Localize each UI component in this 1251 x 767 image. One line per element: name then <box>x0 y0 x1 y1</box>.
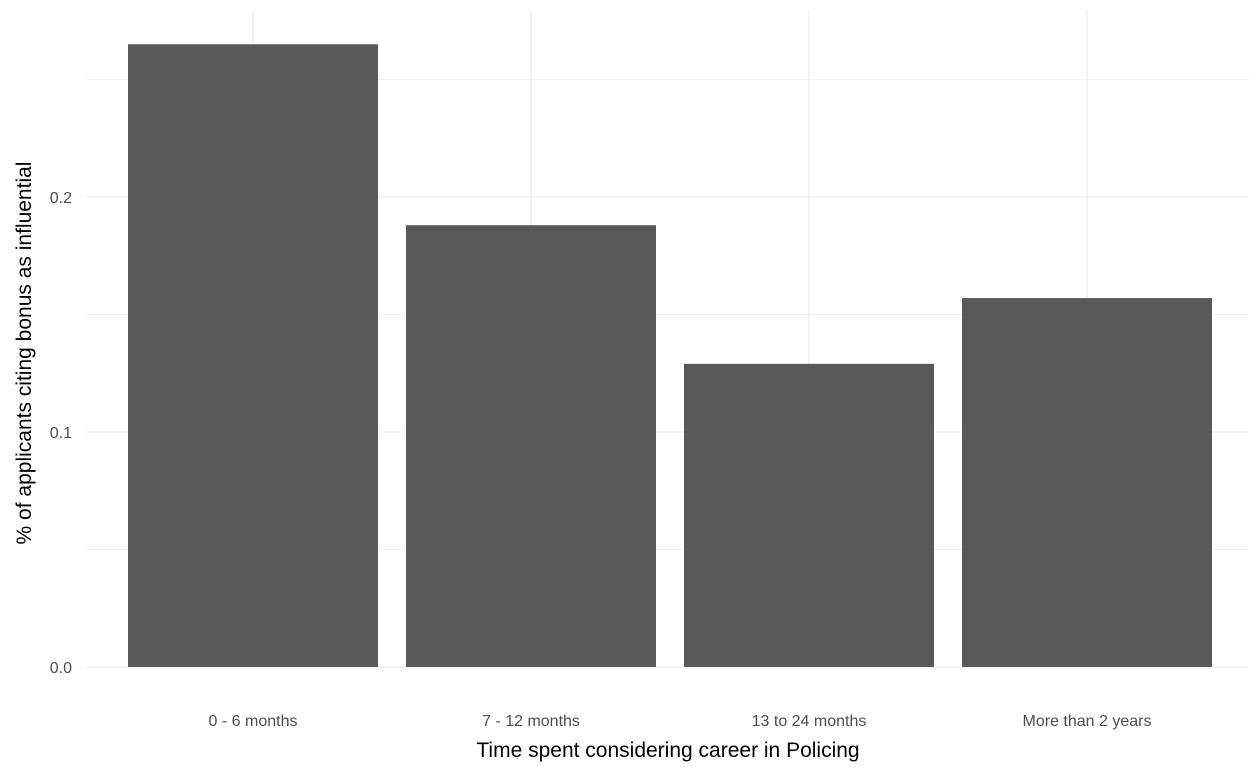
bars <box>128 44 1212 667</box>
y-tick-label: 0.1 <box>50 425 72 442</box>
bar <box>962 298 1212 667</box>
x-tick-label: More than 2 years <box>1023 713 1152 730</box>
x-tick-label: 13 to 24 months <box>752 713 867 730</box>
y-axis-ticks: 0.0 0.1 0.2 <box>50 190 72 677</box>
y-tick-label: 0.2 <box>50 190 72 207</box>
x-axis-ticks: 0 - 6 months 7 - 12 months 13 to 24 months… <box>209 713 1152 730</box>
x-axis-title: Time spent considering career in Policin… <box>476 739 859 762</box>
x-tick-label: 0 - 6 months <box>209 713 298 730</box>
bar <box>406 225 656 667</box>
bar <box>684 363 934 667</box>
y-tick-label: 0.0 <box>50 660 72 677</box>
bar <box>128 44 378 667</box>
y-axis-title: % of applicants citing bonus as influent… <box>13 162 36 545</box>
x-tick-label: 7 - 12 months <box>482 713 580 730</box>
